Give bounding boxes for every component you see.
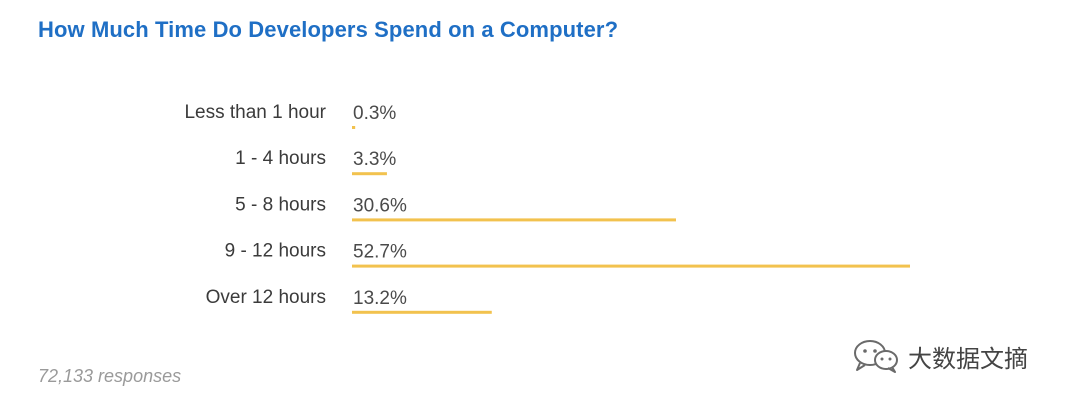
value-label: 30.6% (353, 195, 407, 216)
value-label: 3.3% (353, 149, 396, 170)
watermark: 大数据文摘 (852, 338, 1028, 374)
bar (352, 218, 676, 222)
category-label: Over 12 hours (206, 287, 326, 308)
value-label: 13.2% (353, 288, 407, 309)
chart-title: How Much Time Do Developers Spend on a C… (38, 17, 619, 42)
bar (352, 172, 387, 176)
category-label: 5 - 8 hours (235, 194, 326, 215)
bar (352, 126, 356, 129)
bar (352, 264, 910, 268)
bar (352, 310, 492, 314)
category-label: 9 - 12 hours (225, 241, 326, 262)
category-label: 1 - 4 hours (235, 148, 326, 169)
responses-count: 72,133 responses (38, 366, 182, 386)
wechat-logo-icon (854, 340, 898, 373)
value-label: 0.3% (353, 103, 396, 124)
value-label: 52.7% (353, 242, 407, 263)
watermark-text: 大数据文摘 (908, 344, 1028, 373)
category-label: Less than 1 hour (184, 102, 326, 123)
